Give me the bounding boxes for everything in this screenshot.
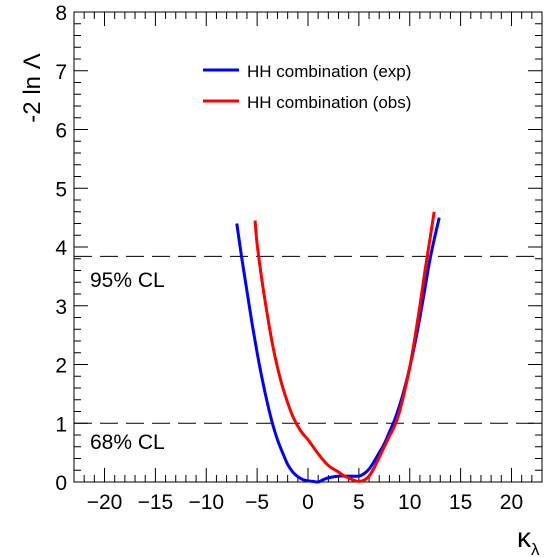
plot-frame: [73, 11, 543, 483]
curve-obs: [253, 211, 436, 483]
x-axis-title: κλ: [517, 522, 540, 557]
x-tick-label: 15: [449, 491, 472, 514]
x-tick-label: 20: [500, 491, 523, 514]
y-tick-label: 2: [55, 355, 67, 378]
x-tick-label: −20: [87, 491, 123, 514]
y-tick-label: 0: [55, 472, 67, 495]
x-tick-label: 5: [353, 491, 365, 514]
x-tick-label: −15: [138, 491, 174, 514]
label-95cl: 95% CL: [90, 269, 165, 292]
y-tick-label: 4: [55, 237, 67, 260]
y-tick-label: 5: [55, 178, 67, 201]
y-tick-label: 8: [55, 2, 67, 25]
x-tick-label: 10: [398, 491, 421, 514]
curve-exp: [235, 217, 441, 484]
x-tick-label: −5: [245, 491, 269, 514]
x-tick-label: −10: [188, 491, 224, 514]
legend-label-exp: HH combination (exp): [247, 62, 411, 81]
y-tick-label: 3: [55, 296, 67, 319]
legend: HH combination (exp) HH combination (obs…: [203, 62, 411, 112]
y-tick-label: 6: [55, 120, 67, 143]
y-tick-label: 7: [55, 61, 67, 84]
axis-ticks: −20 −15 −10 −5 0 5 10 15 20 0 1 2 3 4 5 6 7 8: [55, 2, 543, 514]
y-tick-label: 1: [55, 413, 67, 436]
legend-label-obs: HH combination (obs): [247, 93, 411, 112]
label-68cl: 68% CL: [90, 431, 165, 454]
reference-lines: [74, 255, 542, 424]
data-curves: [235, 211, 441, 484]
x-tick-label: 0: [302, 491, 314, 514]
y-axis-title: -2 ln Λ: [19, 53, 46, 122]
